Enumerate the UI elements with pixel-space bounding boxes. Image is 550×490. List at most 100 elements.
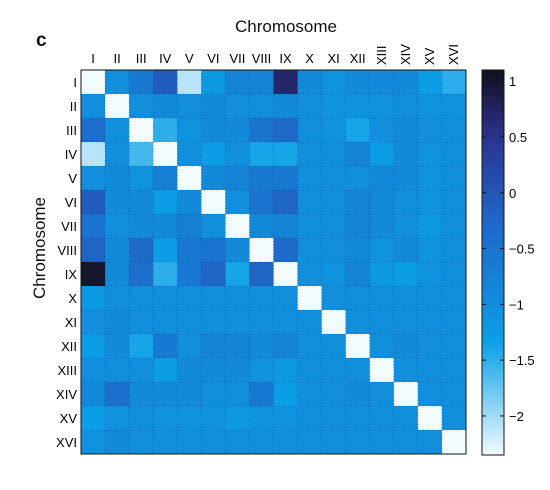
- heatmap-cell: [153, 310, 178, 335]
- heatmap-cell: [369, 286, 395, 311]
- heatmap-cell: [177, 286, 202, 311]
- heatmap-cell: [105, 70, 130, 95]
- heatmap-cell: [369, 94, 395, 119]
- heatmap-cell: [153, 94, 178, 119]
- heatmap-cell: [393, 430, 419, 455]
- heatmap-cell: [393, 358, 419, 383]
- heatmap-cell: [273, 382, 298, 407]
- heatmap-cell: [225, 406, 250, 431]
- x-tick-label: II: [113, 51, 120, 66]
- heatmap-cell: [297, 406, 323, 431]
- heatmap-cell: [393, 118, 419, 143]
- heatmap-cell: [177, 142, 202, 167]
- heatmap-cell: [225, 214, 250, 239]
- heatmap-cell: [273, 214, 298, 239]
- heatmap-cell: [105, 262, 130, 287]
- y-tick-label: VIII: [57, 243, 77, 258]
- heatmap-cell: [153, 214, 178, 239]
- heatmap-cell: [225, 190, 250, 215]
- x-tick-label: X: [305, 51, 314, 66]
- x-tick-label: IV: [159, 51, 172, 66]
- heatmap-cell: [297, 262, 323, 287]
- heatmap-cell: [321, 238, 347, 263]
- heatmap-cell: [393, 94, 419, 119]
- heatmap-cell: [225, 430, 250, 455]
- colorbar: [481, 69, 505, 456]
- heatmap-cell: [393, 382, 419, 407]
- heatmap-cell: [129, 310, 154, 335]
- colorbar-tick-label: −2: [509, 409, 524, 424]
- heatmap-cell: [153, 190, 178, 215]
- heatmap-cell: [129, 286, 154, 311]
- heatmap-cell: [81, 142, 106, 167]
- heatmap-cell: [81, 214, 106, 239]
- heatmap-cell: [177, 430, 202, 455]
- heatmap-cell: [345, 238, 371, 263]
- heatmap-cell: [129, 238, 154, 263]
- heatmap-cell: [249, 334, 274, 359]
- heatmap-cell: [105, 286, 130, 311]
- heatmap-cell: [369, 118, 395, 143]
- heatmap-cell: [201, 94, 226, 119]
- heatmap-cell: [153, 382, 178, 407]
- y-tick-label: VII: [61, 219, 77, 234]
- heatmap-cell: [321, 310, 347, 335]
- heatmap-cell: [177, 214, 202, 239]
- heatmap-cell: [81, 310, 106, 335]
- heatmap-cell: [369, 166, 395, 191]
- heatmap-cell: [345, 94, 371, 119]
- heatmap-cell: [417, 166, 443, 191]
- colorbar-tick-label: −1: [509, 297, 524, 312]
- heatmap-cell: [369, 238, 395, 263]
- heatmap-cell: [345, 190, 371, 215]
- heatmap-cell: [177, 382, 202, 407]
- heatmap-cell: [225, 142, 250, 167]
- heatmap-cell: [441, 190, 467, 215]
- x-tick-label: VIII: [252, 51, 272, 66]
- heatmap-cell: [321, 382, 347, 407]
- heatmap-cell: [201, 358, 226, 383]
- heatmap-cell: [345, 262, 371, 287]
- heatmap-cell: [393, 334, 419, 359]
- heatmap-cell: [105, 142, 130, 167]
- heatmap-cell: [225, 382, 250, 407]
- heatmap-cell: [369, 310, 395, 335]
- heatmap-cell: [249, 310, 274, 335]
- heatmap-cell: [369, 334, 395, 359]
- heatmap-cell: [345, 406, 371, 431]
- heatmap-cell: [297, 430, 323, 455]
- heatmap-cell: [201, 262, 226, 287]
- heatmap-cell: [273, 166, 298, 191]
- heatmap-cell: [129, 358, 154, 383]
- heatmap-cell: [297, 118, 323, 143]
- heatmap-cell: [201, 190, 226, 215]
- heatmap-cell: [177, 262, 202, 287]
- y-tick-label: XIV: [56, 387, 77, 402]
- heatmap-cell: [81, 190, 106, 215]
- heatmap-cell: [297, 238, 323, 263]
- heatmap-cell: [81, 406, 106, 431]
- heatmap-cell: [225, 310, 250, 335]
- heatmap-cell: [297, 334, 323, 359]
- heatmap-cell: [201, 70, 226, 95]
- heatmap-cell: [105, 190, 130, 215]
- heatmap-cell: [249, 262, 274, 287]
- heatmap-cell: [393, 238, 419, 263]
- heatmap-cell: [441, 118, 467, 143]
- y-tick-label: V: [68, 171, 77, 186]
- heatmap-cell: [441, 70, 467, 95]
- heatmap-cell: [441, 142, 467, 167]
- heatmap-cell: [153, 142, 178, 167]
- heatmap-cell: [105, 406, 130, 431]
- heatmap-cell: [393, 406, 419, 431]
- x-tick-label: XIV: [398, 44, 413, 65]
- heatmap-cell: [273, 334, 298, 359]
- heatmap-cell: [81, 334, 106, 359]
- heatmap-cell: [177, 118, 202, 143]
- heatmap-cell: [417, 214, 443, 239]
- heatmap-cell: [321, 118, 347, 143]
- heatmap-cell: [81, 286, 106, 311]
- heatmap-cell: [129, 430, 154, 455]
- heatmap-cell: [129, 118, 154, 143]
- heatmap-cell: [441, 310, 467, 335]
